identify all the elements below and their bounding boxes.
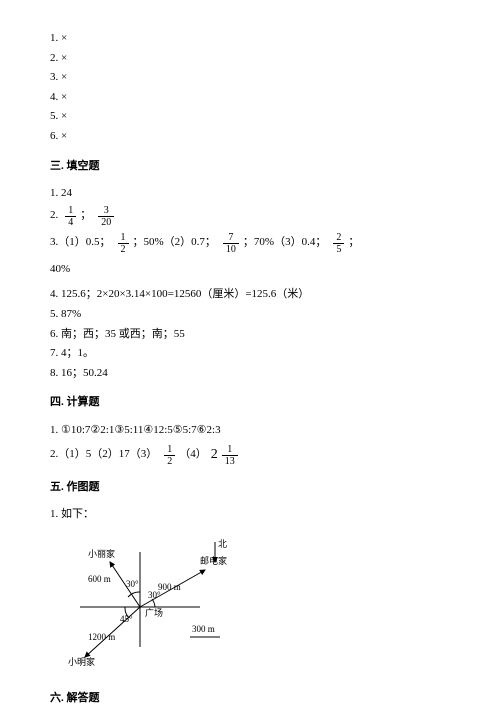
tf-item: 3. × <box>50 69 450 87</box>
svg-text:广场: 广场 <box>145 607 163 618</box>
svg-text:900 m: 900 m <box>158 582 181 592</box>
svg-text:1200 m: 1200 m <box>88 632 115 642</box>
fraction: 3 20 <box>98 205 114 228</box>
fraction: 1 2 <box>164 444 175 467</box>
s4-item-2: 2.（1）5（2）17（3） 1 2 （4） 2 1 13 <box>50 444 450 467</box>
section-5-title: 五. 作图题 <box>50 479 450 497</box>
direction-diagram: 小丽家 小明家 邮电家 北 广场 600 m 900 m 1200 m 300 … <box>50 532 250 672</box>
svg-text:邮电家: 邮电家 <box>200 555 227 566</box>
tf-item: 4. × <box>50 89 450 107</box>
fraction: 1 4 <box>65 205 76 228</box>
separator: ； <box>80 207 91 225</box>
text: 2.（1）5（2）17（3） <box>50 446 157 464</box>
tf-item: 1. × <box>50 30 450 48</box>
s3-item-6: 6. 南；西；35 或西；南；55 <box>50 326 450 344</box>
text: ； <box>348 234 359 252</box>
diagram: 小丽家 小明家 邮电家 北 广场 600 m 900 m 1200 m 300 … <box>50 532 450 679</box>
text: 3.（1）0.5； <box>50 234 111 252</box>
svg-text:小明家: 小明家 <box>68 656 95 667</box>
label: 2. <box>50 207 58 225</box>
section-3-title: 三. 填空题 <box>50 158 450 176</box>
svg-text:300 m: 300 m <box>192 624 215 634</box>
section-4-title: 四. 计算题 <box>50 394 450 412</box>
s3-item-3: 3.（1）0.5； 1 2 ；50%（2）0.7； 7 10 ；70%（3）0.… <box>50 232 450 255</box>
s5-item-1: 1. 如下： <box>50 506 450 524</box>
text: （4） <box>179 446 207 464</box>
svg-text:北: 北 <box>218 539 227 549</box>
svg-text:30°: 30° <box>126 579 139 589</box>
svg-text:30°: 30° <box>148 590 161 600</box>
true-false-list: 1. × 2. × 3. × 4. × 5. × 6. × <box>50 30 450 146</box>
s3-item-8: 8. 16；50.24 <box>50 365 450 383</box>
tf-item: 5. × <box>50 108 450 126</box>
s4-item-1: 1. ①10:7②2:1③5:11④12:5⑤5:7⑥2:3 <box>50 422 450 440</box>
mixed-fraction: 2 1 13 <box>211 444 241 467</box>
svg-text:45°: 45° <box>120 614 133 624</box>
fraction: 1 2 <box>118 232 129 255</box>
s3-item-1: 1. 24 <box>50 185 450 203</box>
text: ；70%（3）0.4； <box>243 234 326 252</box>
s3-item-7: 7. 4；1。 <box>50 345 450 363</box>
fraction: 2 5 <box>333 232 344 255</box>
s3-item-2: 2. 1 4 ； 3 20 <box>50 205 450 228</box>
text: ；50%（2）0.7； <box>133 234 216 252</box>
tf-item: 6. × <box>50 128 450 146</box>
tf-item: 2. × <box>50 50 450 68</box>
section-6-title: 六. 解答题 <box>50 690 450 708</box>
svg-text:600 m: 600 m <box>88 574 111 584</box>
svg-text:小丽家: 小丽家 <box>88 548 115 559</box>
s3-item-3b: 40% <box>50 261 450 279</box>
fraction: 7 10 <box>223 232 239 255</box>
s3-item-5: 5. 87% <box>50 306 450 324</box>
s3-item-4: 4. 125.6；2×20×3.14×100=12560（厘米）=125.6（米… <box>50 286 450 304</box>
